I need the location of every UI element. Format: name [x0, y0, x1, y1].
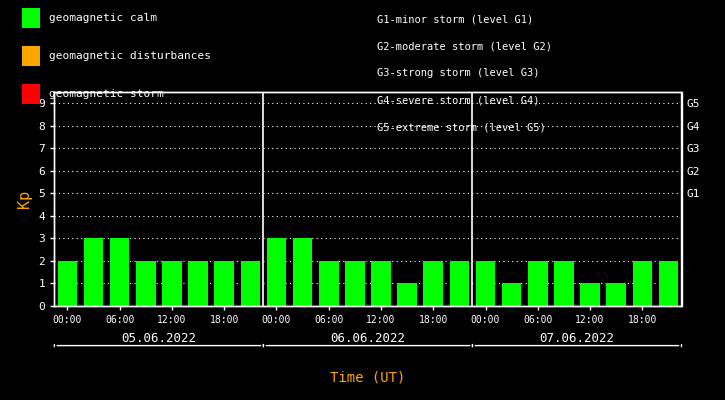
Bar: [188, 261, 208, 306]
Bar: [423, 261, 443, 306]
Bar: [371, 261, 391, 306]
Bar: [502, 284, 521, 306]
Text: Time (UT): Time (UT): [331, 370, 405, 384]
Bar: [397, 284, 417, 306]
Bar: [267, 238, 286, 306]
Bar: [606, 284, 626, 306]
Bar: [450, 261, 469, 306]
Bar: [84, 238, 104, 306]
Bar: [580, 284, 600, 306]
Bar: [110, 238, 130, 306]
Text: G3-strong storm (level G3): G3-strong storm (level G3): [377, 68, 539, 78]
Y-axis label: Kp: Kp: [17, 190, 32, 208]
Text: 06.06.2022: 06.06.2022: [331, 332, 405, 345]
Bar: [658, 261, 678, 306]
Bar: [319, 261, 339, 306]
Bar: [293, 238, 312, 306]
Text: G2-moderate storm (level G2): G2-moderate storm (level G2): [377, 41, 552, 51]
Bar: [162, 261, 182, 306]
Bar: [215, 261, 234, 306]
Text: geomagnetic disturbances: geomagnetic disturbances: [49, 51, 210, 61]
Text: G4-severe storm (level G4): G4-severe storm (level G4): [377, 96, 539, 106]
Bar: [476, 261, 495, 306]
Bar: [528, 261, 547, 306]
Bar: [58, 261, 78, 306]
Bar: [632, 261, 652, 306]
Bar: [241, 261, 260, 306]
Text: geomagnetic calm: geomagnetic calm: [49, 13, 157, 23]
Text: G5-extreme storm (level G5): G5-extreme storm (level G5): [377, 123, 546, 133]
Bar: [554, 261, 573, 306]
Text: 07.06.2022: 07.06.2022: [539, 332, 615, 345]
Text: G1-minor storm (level G1): G1-minor storm (level G1): [377, 14, 534, 24]
Text: 05.06.2022: 05.06.2022: [121, 332, 196, 345]
Bar: [136, 261, 156, 306]
Text: geomagnetic storm: geomagnetic storm: [49, 89, 163, 99]
Bar: [345, 261, 365, 306]
